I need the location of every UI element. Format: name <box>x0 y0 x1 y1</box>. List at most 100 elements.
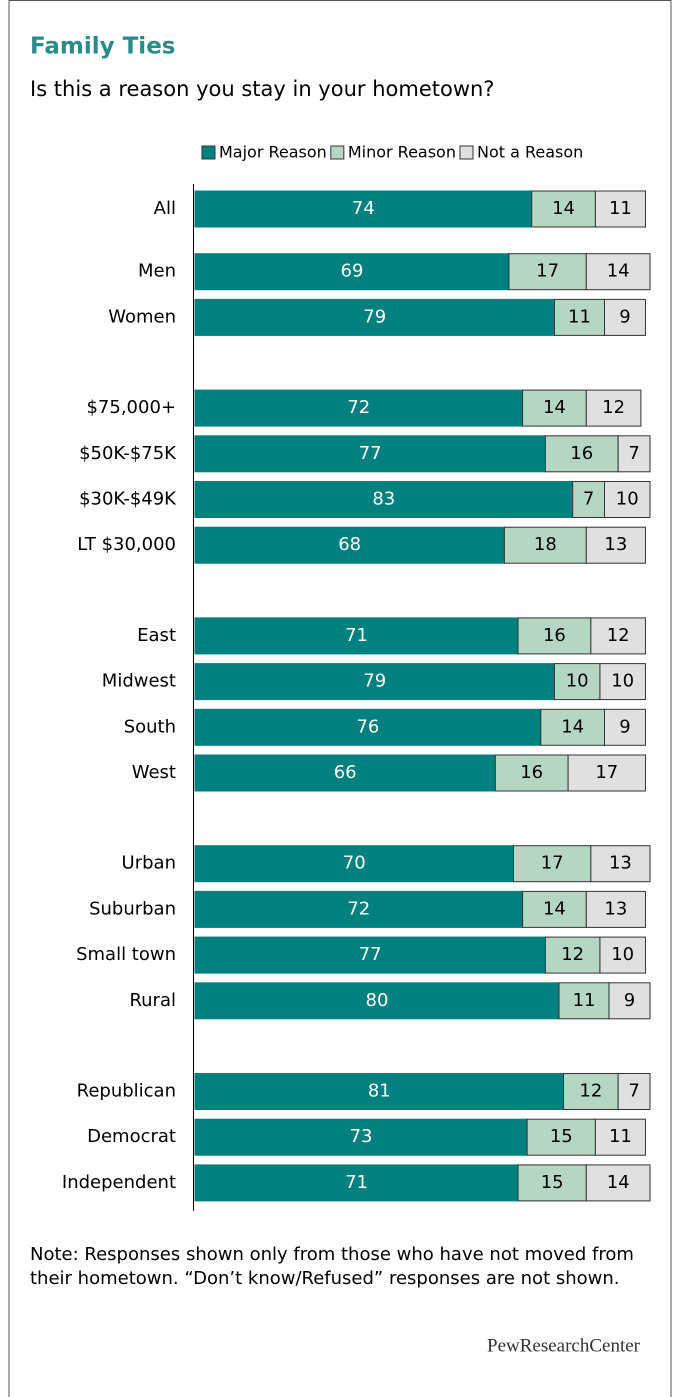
bar-segment <box>599 663 646 701</box>
value-label: 9 <box>619 716 630 737</box>
bar-segment <box>194 389 524 427</box>
bar-segment <box>558 982 610 1020</box>
value-label: 12 <box>561 944 584 965</box>
value-label: 14 <box>552 198 575 219</box>
value-label: 17 <box>595 762 618 783</box>
bar-segment <box>599 936 646 974</box>
bar-segment <box>594 1118 646 1156</box>
bar-segment <box>194 663 555 701</box>
bar-segment <box>544 936 601 974</box>
bar-segment <box>563 1073 619 1110</box>
value-label: 15 <box>550 1126 573 1147</box>
bar-segment <box>585 1164 651 1202</box>
bar-segment <box>585 890 646 928</box>
value-label: 68 <box>338 534 361 555</box>
bar-segment <box>526 1118 596 1156</box>
source: PewResearchCenter <box>487 1335 641 1356</box>
bar-segment <box>503 526 587 564</box>
value-label: 10 <box>611 671 634 692</box>
category-label: Republican <box>77 1081 176 1102</box>
bar-segment <box>522 389 587 427</box>
value-label: 16 <box>520 762 543 783</box>
bar-segment <box>517 1164 587 1202</box>
chart-subtitle: Is this a reason you stay in your hometo… <box>30 77 494 101</box>
legend-label: Not a Reason <box>477 143 583 162</box>
value-label: 10 <box>611 944 634 965</box>
bar-segment <box>553 663 601 701</box>
value-label: 77 <box>359 443 382 464</box>
bar-segment <box>604 481 651 518</box>
value-label: 13 <box>604 534 627 555</box>
bar-segment <box>194 526 505 564</box>
value-label: 66 <box>334 762 357 783</box>
value-label: 9 <box>624 990 635 1011</box>
value-label: 79 <box>363 306 386 327</box>
category-label: West <box>132 762 176 783</box>
bar-segment <box>604 708 646 746</box>
bar-segment <box>194 890 524 928</box>
bar-segment <box>567 754 646 792</box>
chart-title: Family Ties <box>30 34 175 60</box>
category-label: Midwest <box>102 671 176 692</box>
value-label: 80 <box>366 990 389 1011</box>
category-label: All <box>154 198 176 219</box>
bar-segment <box>194 617 519 655</box>
category-label: LT $30,000 <box>77 534 176 555</box>
value-label: 71 <box>345 625 368 646</box>
legend-label: Minor Reason <box>348 143 456 162</box>
category-label: South <box>124 716 176 737</box>
bar-segment <box>594 190 646 228</box>
value-label: 70 <box>343 853 366 874</box>
value-label: 18 <box>534 534 557 555</box>
value-label: 74 <box>352 198 375 219</box>
category-label: $50K-$75K <box>79 443 177 464</box>
bar-segment <box>604 298 646 336</box>
category-label: $75,000+ <box>86 397 176 418</box>
value-label: 13 <box>604 898 627 919</box>
bar-segment <box>194 190 533 228</box>
bar-segment <box>194 708 542 746</box>
value-label: 14 <box>607 1172 630 1193</box>
value-label: 12 <box>579 1081 602 1102</box>
category-label: Independent <box>62 1172 176 1193</box>
bar-segment <box>608 982 651 1020</box>
value-label: 7 <box>583 489 594 510</box>
value-label: 71 <box>345 1172 368 1193</box>
value-label: 9 <box>619 306 630 327</box>
value-label: 11 <box>609 1126 632 1147</box>
value-label: 12 <box>602 397 625 418</box>
value-label: 17 <box>541 853 564 874</box>
category-label: Urban <box>122 853 176 874</box>
value-label: 14 <box>543 898 566 919</box>
legend-label: Major Reason <box>219 143 327 162</box>
bar-segment <box>617 1073 651 1110</box>
category-label: Men <box>138 261 176 282</box>
bar-segment <box>531 190 596 228</box>
value-label: 69 <box>341 261 364 282</box>
value-label: 17 <box>536 261 559 282</box>
bar-segment <box>585 526 646 564</box>
value-label: 12 <box>607 625 630 646</box>
bar-segment <box>494 754 569 792</box>
value-label: 10 <box>616 489 639 510</box>
value-label: 79 <box>363 671 386 692</box>
legend-swatch <box>459 145 474 160</box>
category-label: $30K-$49K <box>79 489 177 510</box>
bar-segment <box>585 253 651 291</box>
category-label: Small town <box>76 944 176 965</box>
value-label: 16 <box>570 443 593 464</box>
bar-segment <box>194 435 546 473</box>
bar-segment <box>513 845 592 883</box>
bar-segment <box>617 435 651 473</box>
bar-segment <box>522 890 587 928</box>
value-label: 73 <box>350 1126 373 1147</box>
bar-segment <box>194 936 546 974</box>
value-label: 14 <box>607 261 630 282</box>
bar-segment <box>540 708 605 746</box>
value-label: 83 <box>372 489 395 510</box>
value-label: 11 <box>609 198 632 219</box>
value-label: 72 <box>347 397 370 418</box>
category-label: Women <box>108 306 176 327</box>
bar-segment <box>194 845 514 883</box>
